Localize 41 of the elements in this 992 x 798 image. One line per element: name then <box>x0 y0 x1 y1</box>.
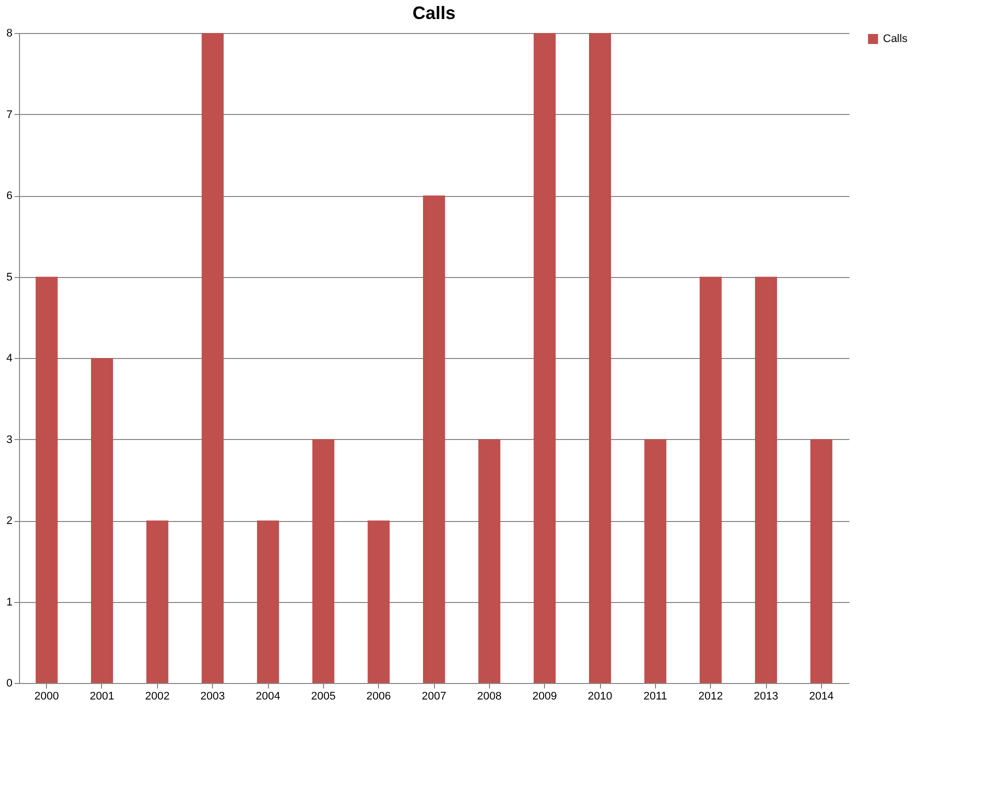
bar <box>202 33 224 683</box>
x-tick-label: 2014 <box>809 690 834 702</box>
y-tick-label: 4 <box>6 352 12 364</box>
y-tick-label: 8 <box>6 28 12 40</box>
x-tick-label: 2001 <box>90 690 114 702</box>
bar <box>257 520 279 683</box>
bar <box>423 196 445 683</box>
y-tick-label: 2 <box>6 515 12 527</box>
bar <box>755 276 777 683</box>
x-tick-label: 2007 <box>422 690 446 702</box>
y-tick-label: 0 <box>6 678 12 690</box>
bar <box>534 33 556 683</box>
x-tick-label: 2012 <box>698 690 723 702</box>
x-tick-label: 2008 <box>477 690 502 702</box>
bar <box>700 276 722 683</box>
x-tick-label: 2011 <box>644 690 668 702</box>
bar <box>810 439 832 683</box>
bar <box>36 276 58 683</box>
x-tick-label: 2005 <box>311 690 336 702</box>
bar <box>146 520 168 683</box>
x-tick-label: 2009 <box>532 690 557 702</box>
bar <box>312 439 334 683</box>
x-tick-label: 2006 <box>366 690 391 702</box>
bar <box>589 33 611 683</box>
bar <box>644 439 666 683</box>
x-tick-label: 2004 <box>256 690 280 702</box>
y-tick-label: 5 <box>6 271 12 284</box>
x-tick-label: 2013 <box>754 690 778 702</box>
y-tick-label: 6 <box>6 190 12 202</box>
x-tick-label: 2010 <box>588 690 612 702</box>
bar <box>368 520 390 683</box>
x-tick-label: 2002 <box>145 690 170 702</box>
y-tick-label: 7 <box>6 108 12 121</box>
y-tick-label: 3 <box>6 434 12 446</box>
legend-label: Calls <box>883 33 908 45</box>
x-tick-label: 2003 <box>200 690 225 702</box>
x-tick-label: 2000 <box>34 690 59 702</box>
bar <box>478 439 500 683</box>
y-tick-label: 1 <box>6 596 12 608</box>
chart-title: Calls <box>412 3 456 23</box>
bar <box>91 358 113 683</box>
